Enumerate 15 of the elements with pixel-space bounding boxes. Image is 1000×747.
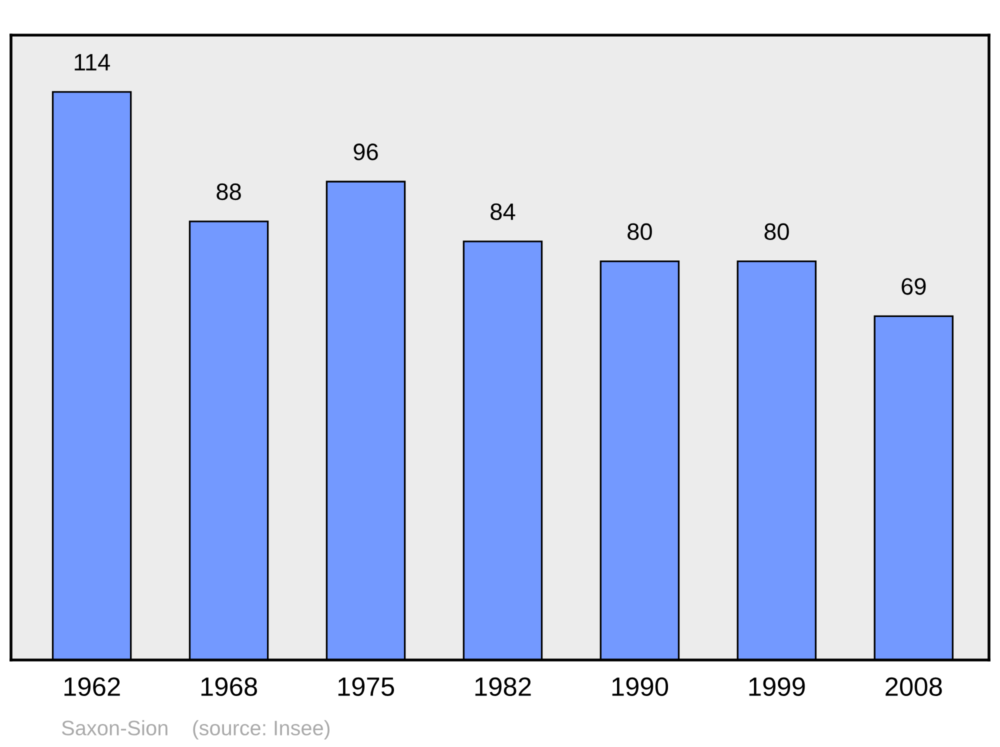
x-tick-label: 1982: [475, 677, 531, 696]
x-tick-label: 1962: [64, 677, 120, 696]
x-tick-label: 1975: [338, 677, 394, 696]
data-label: 96: [354, 144, 378, 160]
x-tick-label: 1990: [612, 677, 668, 696]
x-tick-label: 2008: [886, 677, 942, 696]
x-tick-label: 1999: [749, 677, 805, 696]
data-label: 69: [902, 278, 926, 295]
data-label: 80: [764, 223, 789, 240]
data-label: 114: [74, 54, 110, 70]
data-label: 88: [216, 183, 241, 200]
data-label: 84: [490, 203, 516, 220]
data-label: 80: [628, 223, 652, 240]
text: Saxon-Sion (source: Insee): [62, 720, 330, 740]
x-tick-label: 1968: [201, 677, 257, 696]
